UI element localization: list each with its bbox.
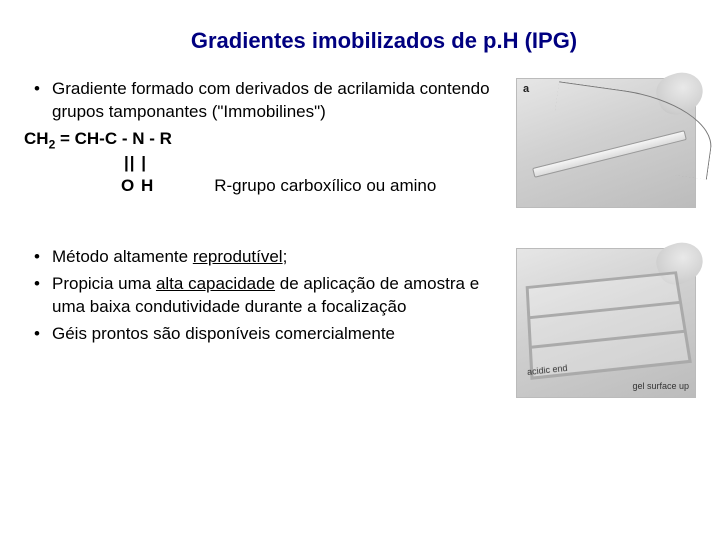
formula-post: = CH-C - N - R <box>55 129 172 148</box>
chem-formula-line3: O H R-grupo carboxílico ou amino <box>24 175 498 198</box>
slide-title: Gradientes imobilizados de p.H (IPG) <box>144 28 624 54</box>
bullet-item: Géis prontos são disponíveis comercialme… <box>24 323 498 346</box>
tray-icon <box>525 271 691 379</box>
formula-pre: CH <box>24 129 49 148</box>
chem-formula-line1: CH2 = CH-C - N - R <box>24 128 498 153</box>
photo-tray: gel surface up acidic end <box>516 248 696 398</box>
bullet-block-1: Gradiente formado com derivados de acril… <box>24 78 498 124</box>
bullet-text-post: ; <box>283 247 288 266</box>
bullet-text-underline: reprodutível <box>193 247 283 266</box>
formula-oh: O H <box>24 175 154 198</box>
photo-tag: a <box>523 83 529 95</box>
chem-formula-line2: || | <box>24 152 498 175</box>
text-column: Gradiente formado com derivados de acril… <box>24 78 498 398</box>
bullet-item: Propicia uma alta capacidade de aplicaçã… <box>24 273 498 319</box>
bullet-text-underline: alta capacidade <box>156 274 275 293</box>
bullet-item: Gradiente formado com derivados de acril… <box>24 78 498 124</box>
photo-caption: gel surface up <box>632 381 689 391</box>
bullet-text-pre: Método altamente <box>52 247 193 266</box>
photo-ipg-strip: a <box>516 78 696 208</box>
bullet-text-pre: Propicia uma <box>52 274 156 293</box>
content-row: Gradiente formado com derivados de acril… <box>24 78 696 398</box>
image-column: a gel surface up acidic end <box>498 78 696 398</box>
bullet-item: Método altamente reprodutível; <box>24 246 498 269</box>
bullet-text-pre: Géis prontos são disponíveis comercialme… <box>52 324 395 343</box>
slide: Gradientes imobilizados de p.H (IPG) Gra… <box>0 0 720 540</box>
bullet-block-2: Método altamente reprodutível; Propicia … <box>24 246 498 346</box>
formula-rgroup: R-grupo carboxílico ou amino <box>214 175 436 198</box>
